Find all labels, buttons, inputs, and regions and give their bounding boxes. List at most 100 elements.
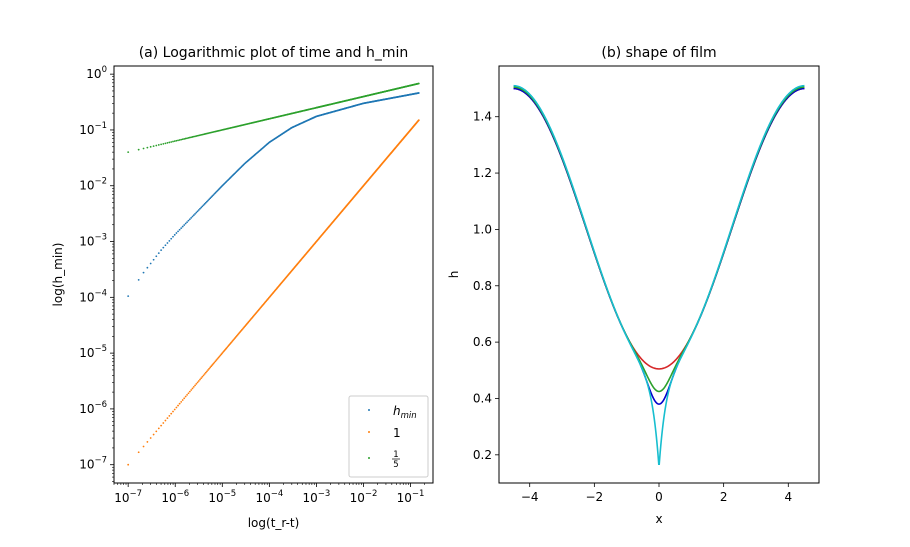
y-tick-label-b: 1.4 bbox=[473, 110, 492, 124]
series-1-points bbox=[127, 92, 420, 298]
series-2-point bbox=[164, 419, 167, 422]
series-2-point bbox=[210, 365, 213, 368]
series-1-point bbox=[149, 262, 152, 265]
series-1-point bbox=[184, 222, 187, 225]
film-curve-1 bbox=[513, 87, 805, 370]
series-3-point bbox=[188, 136, 191, 139]
series-1-point bbox=[170, 237, 173, 240]
y-axis-b: 0.2 0.4 0.6 0.8 1.0 1.2 1.4 bbox=[473, 110, 499, 462]
series-1-point bbox=[172, 235, 174, 238]
series-1-point bbox=[190, 216, 193, 219]
x-tick-label-a: 10−4 bbox=[255, 489, 283, 505]
series-1-point bbox=[164, 244, 167, 247]
series-2-point bbox=[194, 384, 196, 387]
series-2-point bbox=[201, 375, 204, 378]
y-tick-label-b: 0.6 bbox=[473, 335, 492, 349]
series-2-point bbox=[188, 390, 191, 393]
y-axis-label-b: h bbox=[447, 271, 461, 279]
series-1-point bbox=[146, 266, 149, 269]
series-2-point bbox=[170, 412, 173, 415]
series-1-point bbox=[157, 252, 160, 254]
series-2-point bbox=[203, 373, 206, 375]
y-axis-a: 10−7 10−6 10−5 10−4 10−3 10−2 10−1 100 bbox=[79, 65, 114, 482]
series-3-point bbox=[137, 148, 140, 151]
series-1-point bbox=[202, 204, 205, 207]
series-1-point bbox=[196, 210, 199, 213]
x-tick-label-b: −2 bbox=[586, 490, 604, 504]
x-axis-label-b: x bbox=[655, 512, 662, 526]
chart-b-marks bbox=[513, 84, 805, 465]
chart-panel-a: (a) Logarithmic plot of time and h_min 1… bbox=[51, 45, 434, 530]
film-curve-3 bbox=[513, 86, 805, 393]
series-2-point bbox=[191, 387, 194, 390]
x-tick-label-a: 10−3 bbox=[303, 489, 331, 505]
series-2-point bbox=[142, 445, 145, 448]
legend-label: 1 bbox=[393, 426, 401, 440]
series-2-point bbox=[186, 393, 188, 396]
y-tick-label-a: 10−3 bbox=[79, 233, 107, 249]
series-2-point bbox=[215, 359, 218, 361]
series-3-point bbox=[181, 138, 184, 141]
series-2-point bbox=[183, 397, 186, 400]
series-1-point bbox=[142, 271, 145, 274]
series-2-point bbox=[206, 370, 208, 373]
series-1-point bbox=[155, 255, 158, 258]
plot-area-b bbox=[498, 65, 820, 484]
series-2-point bbox=[211, 364, 214, 366]
series-1-point bbox=[201, 205, 204, 208]
series-2-point bbox=[137, 451, 140, 454]
series-2-point bbox=[155, 430, 158, 433]
series-3-point bbox=[170, 141, 173, 143]
series-2-point bbox=[212, 362, 215, 365]
series-3-point bbox=[172, 140, 174, 143]
series-1-point bbox=[166, 242, 169, 244]
film-curve-2 bbox=[513, 87, 805, 405]
series-2-point bbox=[146, 441, 149, 443]
series-3-point bbox=[173, 140, 176, 143]
series-2-point bbox=[168, 414, 171, 417]
legend-label: hmin bbox=[393, 404, 417, 421]
chart-title-b: (b) shape of film bbox=[601, 45, 716, 61]
series-2-point bbox=[202, 374, 205, 377]
series-1-point bbox=[127, 295, 130, 298]
chart-title-a: (a) Logarithmic plot of time and h_min bbox=[139, 45, 409, 61]
series-2-point bbox=[199, 378, 201, 381]
series-1-point bbox=[199, 207, 201, 210]
series-2-point bbox=[208, 367, 211, 370]
series-1-point bbox=[183, 224, 186, 226]
series-3-point bbox=[186, 137, 188, 140]
series-2-point bbox=[162, 422, 165, 424]
y-tick-label-b: 0.8 bbox=[473, 279, 492, 293]
series-2-point bbox=[216, 357, 219, 360]
series-2-point bbox=[184, 395, 187, 398]
series-2-point bbox=[214, 360, 217, 363]
series-3-point bbox=[184, 137, 187, 140]
series-3-point bbox=[142, 147, 145, 150]
series-1-point bbox=[162, 246, 165, 249]
series-1-point bbox=[173, 233, 176, 236]
series-3-point bbox=[175, 139, 178, 142]
series-2-point bbox=[181, 399, 184, 401]
series-2-point bbox=[175, 406, 178, 409]
series-3-point bbox=[160, 143, 163, 146]
series-2-point bbox=[207, 369, 209, 371]
x-tick-label-a: 10−5 bbox=[208, 489, 236, 505]
series-3-point bbox=[162, 142, 165, 145]
x-tick-label-b: 2 bbox=[720, 490, 728, 504]
legend-label-denominator: 5 bbox=[393, 460, 398, 470]
x-tick-label-b: 0 bbox=[655, 490, 663, 504]
series-3-point bbox=[146, 146, 149, 149]
series-1-point bbox=[175, 232, 178, 234]
chart-a-marks bbox=[127, 82, 420, 466]
series-3-point bbox=[187, 137, 190, 139]
series-3-point bbox=[157, 144, 160, 146]
chart-panel-b: (b) shape of film −4 −2 0 2 4 0.2 0.4 0.6 0.8 1.… bbox=[447, 45, 820, 526]
y-tick-label-a: 10−5 bbox=[79, 344, 107, 360]
series-1-point bbox=[186, 221, 188, 223]
series-2-point bbox=[190, 389, 193, 391]
series-3-point bbox=[417, 82, 420, 85]
series-2-point bbox=[166, 417, 169, 420]
series-2-point bbox=[204, 371, 207, 374]
x-tick-label-a: 10−7 bbox=[114, 489, 142, 505]
series-1-point bbox=[192, 214, 195, 217]
